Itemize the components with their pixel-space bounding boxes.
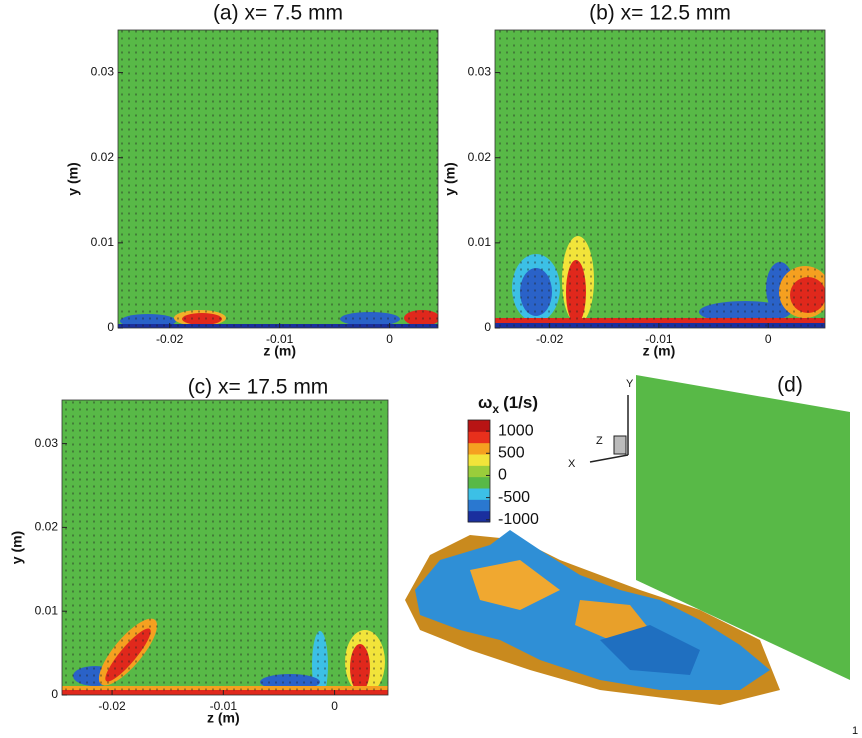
colorbar-band [468, 443, 490, 455]
vector-field [118, 30, 438, 328]
colorbar-band [468, 477, 490, 489]
colorbar-tick-label: -500 [498, 489, 530, 506]
y-tick-label: 0.01 [91, 235, 115, 249]
x-tick-label: 0 [386, 332, 393, 346]
y-tick-label: 0.02 [468, 150, 492, 164]
colorbar-tick-label: -1000 [498, 511, 539, 528]
y-tick-label: 0.02 [91, 150, 115, 164]
colorbar-unit: (1/s) [503, 393, 538, 412]
colorbar-symbol: ω [478, 393, 492, 412]
axis-triad-label: Y [626, 378, 634, 390]
y-axis-label: y (m) [65, 162, 81, 195]
colorbar-band [468, 420, 490, 432]
y-tick-label: 0.01 [35, 603, 59, 617]
y-tick-label: 0 [51, 687, 58, 701]
x-axis-label: z (m) [207, 710, 240, 726]
x-tick-label: -0.02 [98, 699, 126, 713]
panel-title: (d) [777, 374, 803, 397]
colorbar-title: ωx (1/s) [478, 393, 538, 416]
page-fragment: 1 [852, 725, 858, 737]
colorbar-band [468, 499, 490, 511]
y-tick-label: 0.03 [91, 65, 115, 79]
axis-triad-label: X [568, 458, 576, 470]
x-tick-label: 0 [765, 332, 772, 346]
y-axis-label: y (m) [442, 162, 458, 195]
x-axis-label: z (m) [263, 343, 296, 359]
y-tick-label: 0.03 [468, 65, 492, 79]
panel-title: (a) x= 7.5 mm [213, 2, 343, 25]
axis-triad-label: Z [596, 435, 603, 447]
colorbar-tick-label: 1000 [498, 422, 534, 439]
y-axis-label: y (m) [9, 531, 25, 564]
colorbar-subscript: x [492, 402, 499, 416]
vector-field [495, 30, 825, 328]
figure: (a) x= 7.5 mm-0.02-0.01000.010.020.03z (… [0, 0, 862, 738]
y-tick-label: 0.01 [468, 235, 492, 249]
y-tick-label: 0 [484, 320, 491, 334]
vector-field [62, 400, 388, 695]
y-tick-label: 0.03 [35, 436, 59, 450]
x-tick-label: 0 [331, 699, 338, 713]
colorbar-tick-label: 500 [498, 444, 525, 461]
colorbar-band [468, 431, 490, 443]
panel-title: (b) x= 12.5 mm [589, 2, 731, 25]
panel-title: (c) x= 17.5 mm [188, 376, 329, 399]
y-tick-label: 0 [107, 320, 114, 334]
x-axis-label: z (m) [643, 343, 676, 359]
x-tick-label: -0.02 [156, 332, 184, 346]
colorbar-tick-label: 0 [498, 467, 507, 484]
colorbar-band [468, 454, 490, 466]
colorbar-band [468, 511, 490, 523]
y-tick-label: 0.02 [35, 520, 59, 534]
x-tick-label: -0.02 [536, 332, 564, 346]
